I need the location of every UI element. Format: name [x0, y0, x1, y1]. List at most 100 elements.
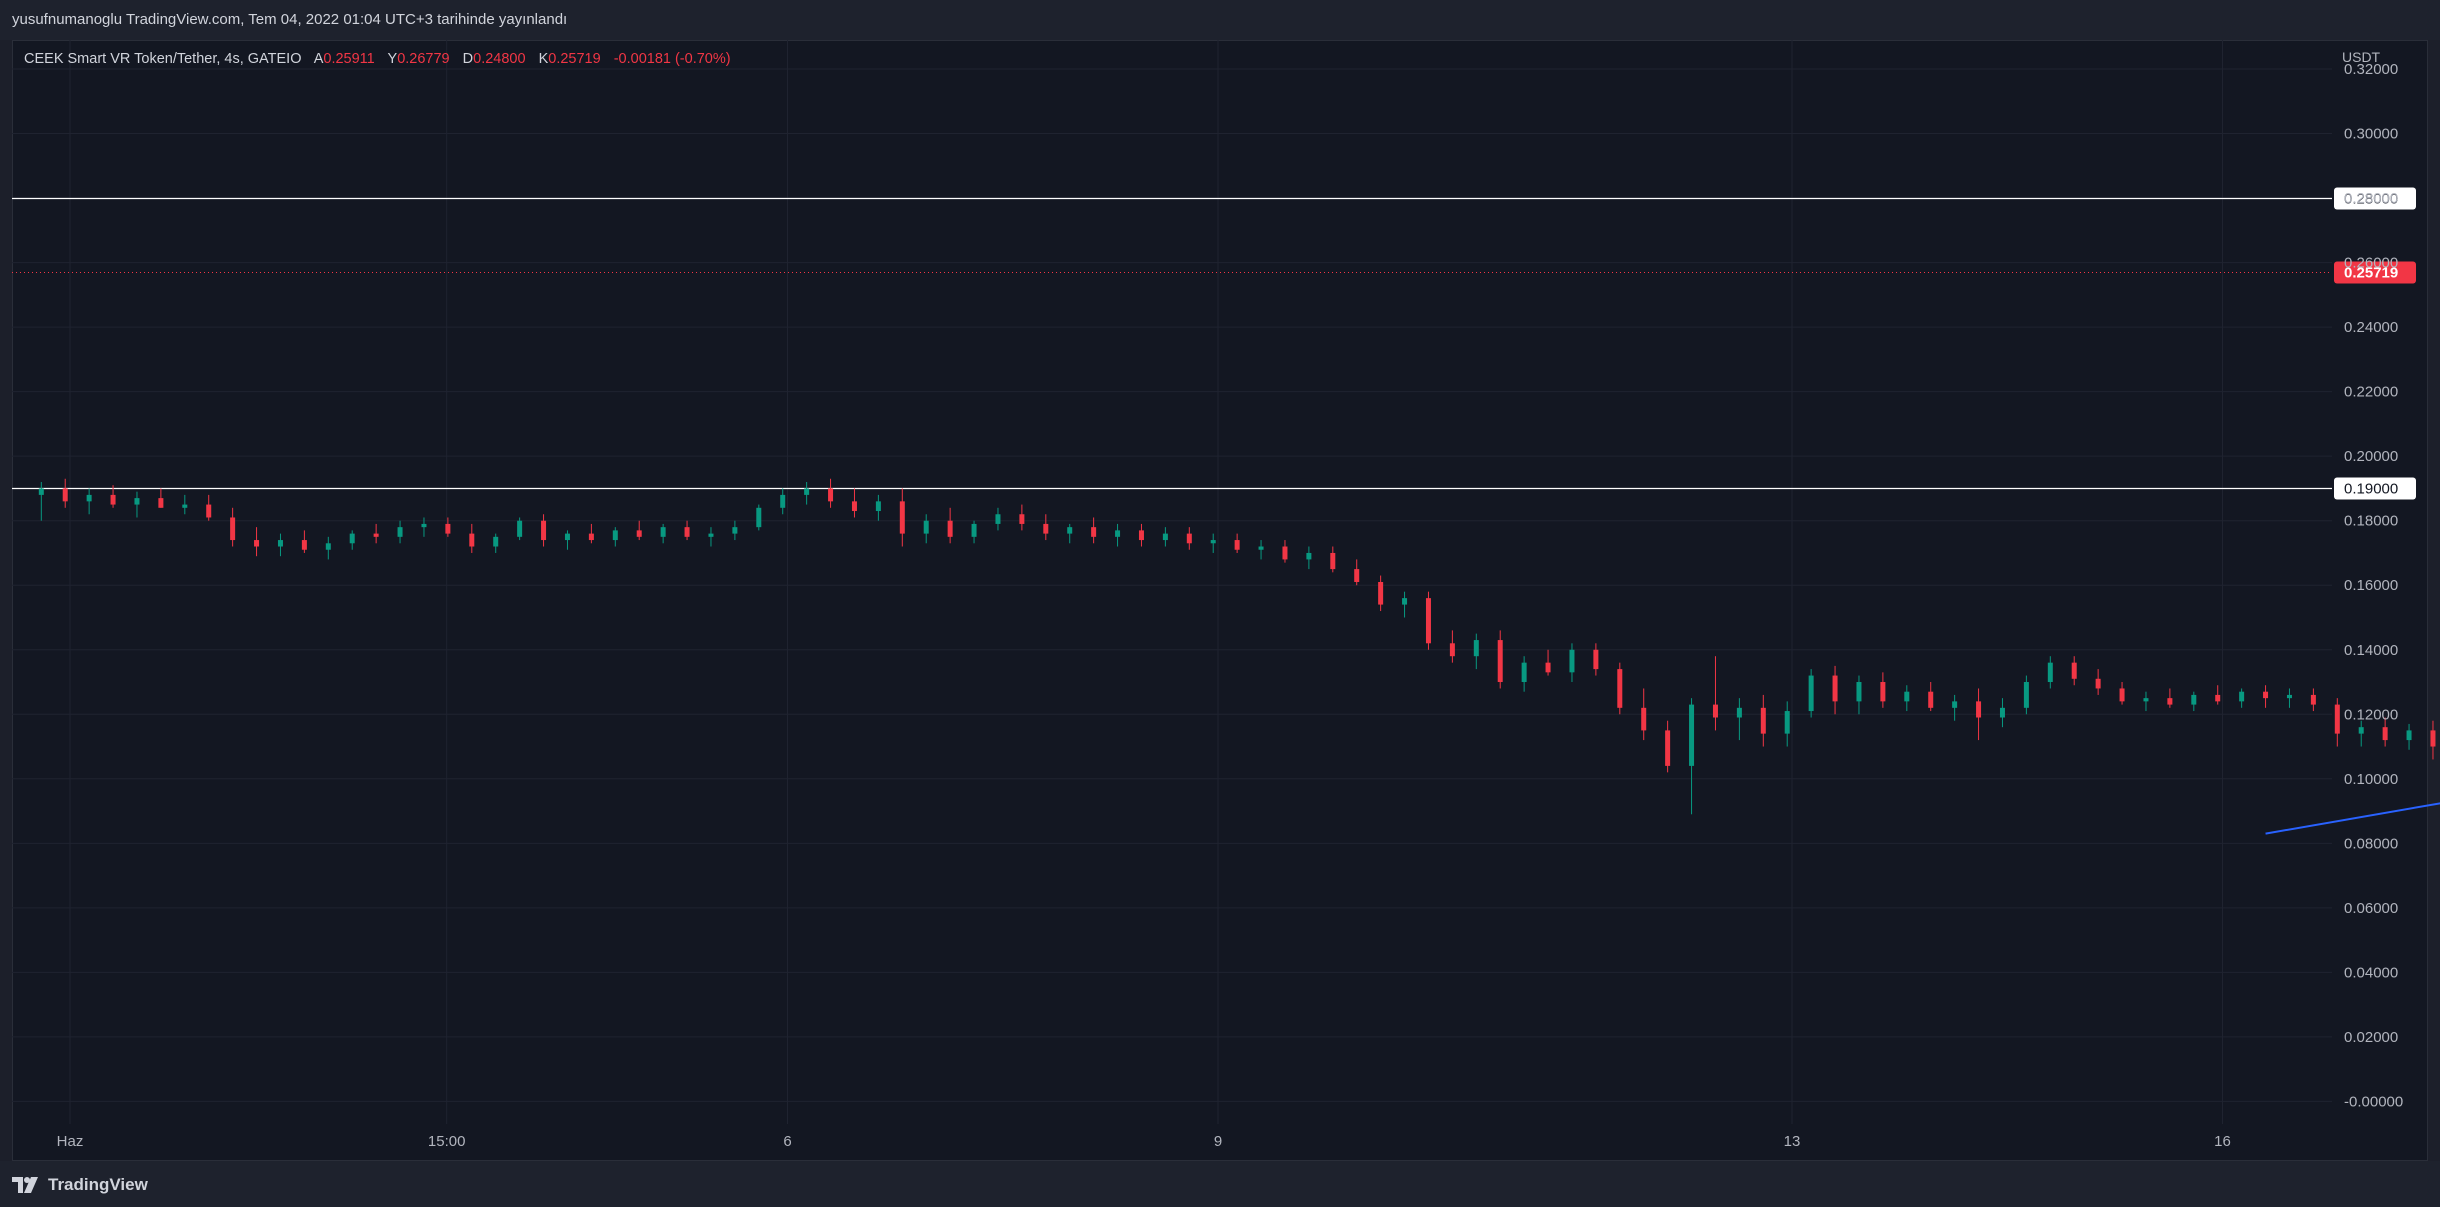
candle-body [708, 533, 714, 537]
candle-body [1689, 704, 1695, 766]
candle-body [2334, 704, 2340, 734]
candle [564, 530, 570, 550]
tradingview-brand: TradingView [48, 1175, 148, 1194]
candle [899, 488, 905, 547]
candle [1497, 630, 1503, 689]
candle-body [1019, 514, 1025, 524]
candle-body [636, 530, 642, 537]
candle [1976, 688, 1982, 741]
candle-body [134, 498, 140, 505]
time-tick-label: 16 [2214, 1133, 2231, 1150]
hline-price-label: 0.19000 [2344, 481, 2398, 498]
candle [1354, 559, 1360, 586]
candle-body [1952, 701, 1958, 708]
candle-body [397, 527, 403, 537]
candle-body [445, 523, 451, 534]
candle-body [493, 536, 499, 547]
candle [732, 520, 738, 541]
candle [1593, 643, 1599, 676]
candle [828, 478, 834, 508]
candle [2430, 720, 2436, 760]
candle-body [206, 504, 212, 518]
candle [971, 520, 977, 544]
candle [1545, 649, 1551, 676]
candle-body [2191, 694, 2197, 705]
price-tick-label: 0.06000 [2344, 900, 2398, 917]
candle [612, 527, 618, 547]
candle-body [1425, 598, 1431, 644]
candle [301, 530, 307, 553]
candle [588, 523, 594, 544]
candle-body [1760, 707, 1766, 734]
candle-body [828, 488, 834, 502]
candle-body [756, 507, 762, 528]
candle-body [62, 488, 68, 502]
candle [277, 533, 283, 557]
candle [445, 517, 451, 537]
candle [2334, 698, 2340, 747]
candle-body [182, 504, 188, 508]
candle-body [995, 514, 1001, 524]
candle-body [899, 501, 905, 534]
candle-body [1067, 527, 1073, 534]
price-tick-label: -0.00000 [2344, 1093, 2403, 1110]
candle [1378, 575, 1384, 612]
candle-body [564, 533, 570, 541]
candle-body [1617, 669, 1623, 708]
candle-body [1330, 552, 1336, 570]
candle [1641, 688, 1647, 741]
candle-body [732, 527, 738, 534]
candle-body [2382, 727, 2388, 741]
close-label: K [538, 51, 549, 67]
low-value: 0.24800 [473, 51, 526, 67]
candle [947, 507, 953, 544]
candle-body [110, 494, 116, 505]
candle-body [301, 540, 307, 550]
candle [2239, 688, 2245, 708]
candle-body [1832, 675, 1838, 702]
candle [1043, 514, 1049, 541]
candle [2023, 675, 2029, 715]
candle-body [588, 533, 594, 541]
candle-body [158, 498, 164, 508]
candle-body [1976, 701, 1982, 718]
price-tick-label: 0.12000 [2344, 706, 2398, 723]
candle [1665, 720, 1671, 773]
symbol-name[interactable]: CEEK Smart VR Token/Tether, 4s, GATEIO [24, 51, 302, 67]
candle [1449, 630, 1455, 663]
candle [2191, 691, 2197, 712]
candle [182, 494, 188, 515]
price-tick-label: 0.24000 [2344, 319, 2398, 336]
price-tick-label: 0.02000 [2344, 1029, 2398, 1046]
candle [1928, 682, 1934, 712]
candle [1832, 665, 1838, 715]
candle [2310, 688, 2316, 712]
price-tick-label: 0.26000 [2344, 255, 2398, 272]
candle-body [923, 520, 929, 534]
candle [1736, 698, 1742, 741]
candle [923, 514, 929, 544]
candle-body [1234, 540, 1240, 550]
candle [2406, 723, 2412, 750]
candle [995, 507, 1001, 531]
candle [1282, 540, 1288, 563]
high-label: Y [387, 51, 398, 67]
candle-body [1473, 640, 1479, 657]
candle [1330, 546, 1336, 573]
candle [2095, 669, 2101, 695]
tradingview-logo[interactable]: TradingView [12, 1174, 148, 1196]
candle [421, 517, 427, 537]
chart-pane[interactable] [12, 40, 2428, 1161]
candle [1473, 633, 1479, 670]
candle-body [1282, 546, 1288, 560]
candle [875, 494, 881, 521]
candle [110, 485, 116, 508]
hline-price-tag [2334, 477, 2416, 500]
published-caption: yusufnumanoglu TradingView.com, Tem 04, … [0, 0, 2440, 40]
candle [636, 520, 642, 541]
candle-body [1856, 682, 1862, 702]
price-tick-label: 0.22000 [2344, 384, 2398, 401]
time-tick-label: 6 [783, 1133, 791, 1150]
